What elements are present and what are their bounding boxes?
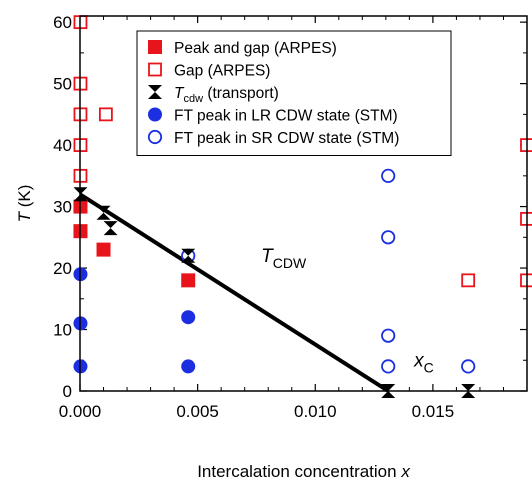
annotation-label: xC — [413, 350, 434, 375]
data-point-open-circle — [381, 230, 396, 245]
y-axis-label: T (K) — [15, 185, 34, 223]
y-tick-label: 10 — [53, 321, 72, 340]
data-point-filled-circle — [181, 310, 196, 325]
data-point-open-square — [98, 107, 113, 122]
legend-marker-open-square — [148, 62, 162, 77]
y-tick-label: 60 — [53, 13, 72, 32]
y-tick-label: 30 — [53, 198, 72, 217]
data-point-filled-square — [181, 273, 196, 288]
x-axis-label-variable: x — [400, 462, 410, 481]
legend-label: Gap (ARPES) — [174, 63, 270, 80]
data-point-open-circle — [381, 359, 396, 374]
y-tick-label: 50 — [53, 75, 72, 94]
annotation-main: T — [261, 246, 274, 267]
legend-marker-bowtie — [148, 85, 162, 99]
legend-marker-open-circle — [147, 129, 163, 145]
annotations: TCDW xC — [261, 246, 434, 376]
annotation-subscript: C — [424, 359, 434, 375]
legend-box — [136, 30, 452, 156]
legend-marker-filled-circle — [148, 107, 162, 122]
annotation-label: TCDW — [261, 246, 307, 271]
x-axis-label: Intercalation concentration x — [197, 462, 410, 481]
legend-label: FT peak in SR CDW state (STM) — [174, 130, 399, 147]
data-point-bowtie — [181, 248, 196, 263]
plot-frame — [79, 15, 528, 392]
cdw-trend-line-group — [78, 192, 390, 393]
data-point-bowtie — [96, 205, 111, 220]
annotation-subscript: CDW — [273, 255, 307, 271]
x-tick-label: 0.015 — [412, 402, 455, 421]
data-point-open-circle — [381, 168, 396, 183]
legend-label: FT peak in LR CDW state (STM) — [174, 108, 398, 125]
x-tick-label: 0.010 — [294, 402, 337, 421]
data-point-open-square — [461, 273, 476, 288]
annotation-main: x — [413, 350, 425, 371]
y-tick-label: 20 — [53, 259, 72, 278]
data-point-open-circle — [381, 328, 396, 343]
cdw-trend-line — [78, 192, 390, 393]
data-point-bowtie — [103, 221, 118, 236]
legend-label-main: T — [174, 85, 185, 102]
x-axis-label-text: Intercalation concentration — [197, 462, 401, 481]
data-point-filled-circle — [181, 359, 196, 374]
tick-labels: 0 10 20 30 40 50 60 0.000 0.005 0.010 0.015 — [53, 13, 454, 421]
y-axis-label-variable: T — [15, 210, 34, 222]
x-tick-label: 0.000 — [59, 402, 102, 421]
y-tick-label: 40 — [53, 136, 72, 155]
legend-marker-filled-square — [148, 40, 162, 54]
legend-label: Peak and gap (ARPES) — [174, 40, 337, 57]
legend-label-subscript: cdw — [183, 93, 203, 105]
legend: Peak and gap (ARPES) Gap (ARPES) Tcdw (tra… — [136, 30, 452, 156]
legend-label: Tcdw (transport) — [174, 85, 279, 105]
y-axis-label-unit: (K) — [15, 185, 34, 212]
data-point-filled-square — [96, 242, 111, 257]
y-tick-label: 0 — [63, 382, 72, 401]
legend-label-rest: (transport) — [203, 85, 279, 102]
data-point-open-circle — [461, 359, 476, 374]
x-tick-label: 0.005 — [176, 402, 219, 421]
